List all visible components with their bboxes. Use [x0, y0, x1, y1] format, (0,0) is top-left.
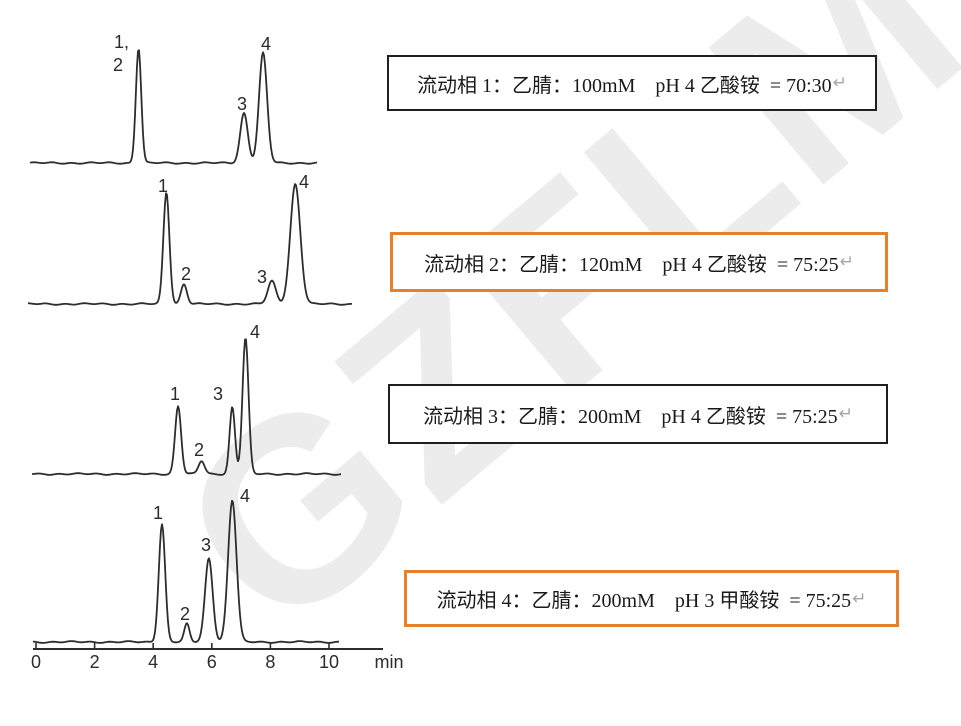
peak-label-4: 4	[261, 34, 272, 54]
mobile-phase-box-3: 流动相 3：乙腈：200mM pH 4 乙酸铵 = 75:25 ↵	[388, 384, 888, 444]
x-axis-tick-label: 0	[30, 652, 42, 672]
peak-label-1: 1	[153, 503, 164, 523]
chromatogram-mobile-phase-1-trace	[29, 49, 318, 165]
x-axis-tick-label: 10	[318, 652, 340, 672]
mobile-phase-3-text: 流动相 3：乙腈：200mM pH 4 乙酸铵 = 75:25	[423, 405, 838, 428]
x-axis-tick-label: 8	[265, 652, 276, 672]
x-axis-tick-label: 6	[206, 652, 217, 672]
mobile-phase-2-text: 流动相 2：乙腈：120mM pH 4 乙酸铵 = 75:25	[424, 253, 839, 276]
peak-label-1: 1,	[114, 32, 130, 52]
chromatogram-mobile-phase-4-trace	[32, 499, 339, 644]
peak-label-3: 3	[201, 535, 212, 555]
peak-label-2: 2	[181, 264, 192, 284]
peak-label-3: 3	[213, 384, 224, 404]
peak-label-2: 2	[180, 604, 191, 624]
peak-label-2: 2	[194, 440, 205, 460]
return-symbol: ↵	[832, 73, 847, 93]
mobile-phase-box-1: 流动相 1：乙腈：100mM pH 4 乙酸铵 = 70:30 ↵	[387, 55, 877, 111]
x-axis-tick-label: 2	[89, 652, 100, 672]
mobile-phase-4-text: 流动相 4：乙腈：200mM pH 3 甲酸铵 = 75:25	[436, 590, 852, 612]
x-axis-unit-label: min	[374, 652, 404, 672]
peak-label-3: 3	[237, 94, 248, 114]
return-symbol: ↵	[852, 588, 867, 609]
chromatogram-mobile-phase-2-trace	[27, 183, 352, 306]
x-axis-tick-label: 4	[148, 652, 159, 672]
mobile-phase-1-text: 流动相 1：乙腈：100mM pH 4 乙酸铵 = 70:30	[417, 74, 832, 97]
return-symbol: ↵	[838, 404, 853, 424]
peak-label-1: 1	[170, 384, 181, 404]
chromatogram-mobile-phase-3-trace	[31, 338, 342, 476]
mobile-phase-box-4: 流动相 4：乙腈：200mM pH 3 甲酸铵 = 75:25 ↵	[404, 570, 899, 627]
peak-label-4: 4	[250, 322, 261, 342]
peak-label-4: 4	[299, 172, 310, 192]
peak-label-1: 1	[158, 176, 169, 196]
peak-label-2: 2	[113, 55, 124, 75]
peak-label-4: 4	[240, 486, 251, 506]
mobile-phase-box-2: 流动相 2：乙腈：120mM pH 4 乙酸铵 = 75:25 ↵	[390, 232, 888, 292]
return-symbol: ↵	[839, 252, 854, 272]
peak-label-3: 3	[257, 267, 268, 287]
